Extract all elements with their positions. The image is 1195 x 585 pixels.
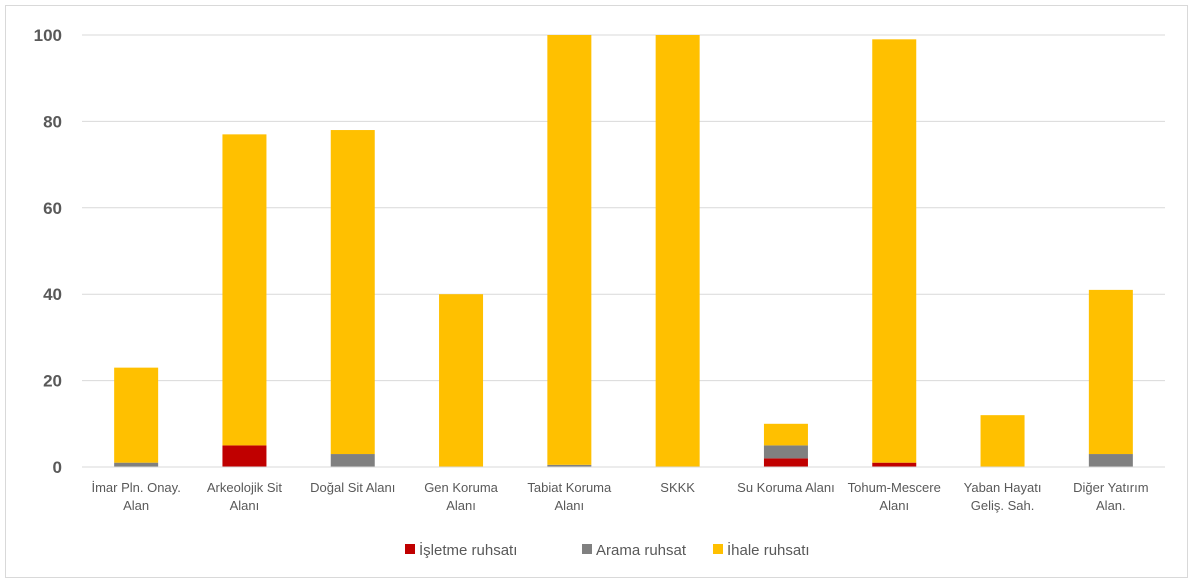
x-tick-label: İmar Pln. Onay. Alan: [91, 480, 180, 513]
y-tick-label: 40: [43, 285, 62, 304]
bar-segment-ihale: [764, 424, 808, 446]
legend-swatch: [713, 544, 723, 554]
x-axis: İmar Pln. Onay. Alan Arkeolojik Sit Alanı Do…: [91, 480, 1148, 513]
bar-segment-ihale: [222, 134, 266, 445]
y-tick-label: 60: [43, 199, 62, 218]
bar-segment-ihale: [872, 39, 916, 462]
x-tick-label: Tohum-Mescere Alanı: [848, 480, 941, 513]
bar-segment-ihale: [439, 294, 483, 467]
bars: [114, 35, 1133, 467]
bar-segment-ihale: [981, 415, 1025, 467]
y-axis: 0 20 40 60 80 100: [34, 26, 62, 477]
x-tick-label: Tabiat Koruma Alanı: [527, 480, 612, 513]
bar-segment-arama: [114, 463, 158, 467]
x-tick-label: Arkeolojik Sit Alanı: [207, 480, 283, 513]
legend-label: İhale ruhsatı: [727, 541, 810, 559]
y-tick-label: 0: [53, 458, 62, 477]
y-tick-label: 100: [34, 26, 62, 45]
legend-label: İşletme ruhsatı: [419, 541, 517, 559]
y-tick-label: 80: [43, 112, 62, 131]
legend-swatch: [582, 544, 592, 554]
x-tick-label: Gen Koruma Alanı: [424, 480, 498, 513]
x-tick-label: Doğal Sit Alanı: [310, 480, 395, 495]
x-tick-label: Su Koruma Alanı: [737, 480, 835, 495]
x-tick-label: Yaban Hayatı Geliş. Sah.: [964, 480, 1042, 513]
bar-segment-arama: [1089, 454, 1133, 467]
bar-segment-isletme: [764, 458, 808, 467]
bar-segment-isletme: [222, 445, 266, 467]
bar-segment-arama: [331, 454, 375, 467]
legend: İşletme ruhsatı Arama ruhsat İhale ruhsatı: [405, 541, 810, 559]
bar-segment-ihale: [114, 368, 158, 463]
bar-segment-ihale: [331, 130, 375, 454]
bar-segment-arama: [764, 445, 808, 458]
x-tick-label: Diğer Yatırım Alan.: [1073, 480, 1148, 513]
bar-segment-ihale: [656, 35, 700, 467]
legend-label: Arama ruhsat: [596, 542, 687, 559]
y-tick-label: 20: [43, 372, 62, 391]
bar-segment-isletme: [872, 463, 916, 467]
legend-swatch: [405, 544, 415, 554]
bar-segment-ihale: [547, 35, 591, 465]
x-tick-label: SKKK: [660, 480, 695, 495]
bar-segment-ihale: [1089, 290, 1133, 454]
